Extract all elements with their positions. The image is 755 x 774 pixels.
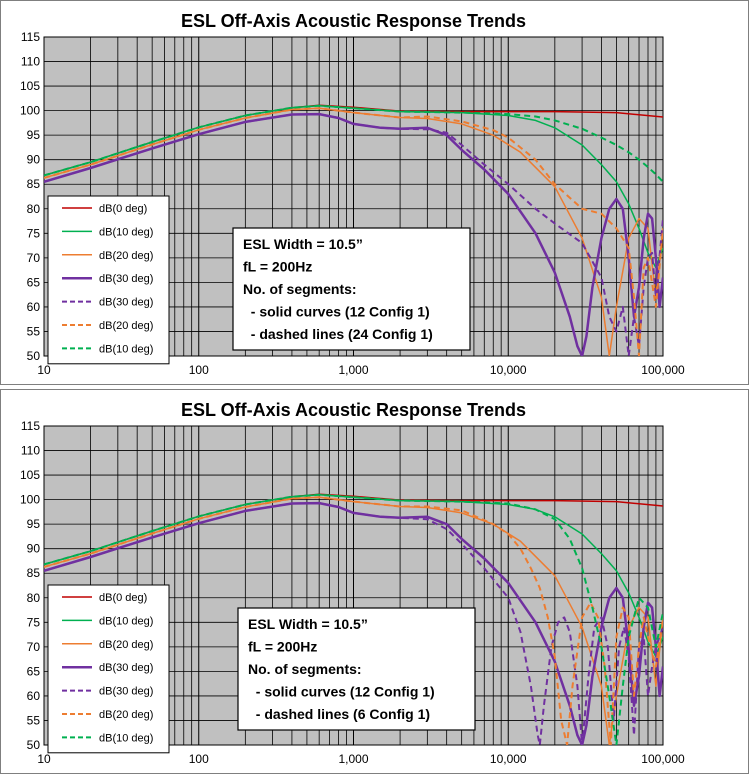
b1-legend-label-4: dB(30 deg) bbox=[99, 686, 153, 698]
b1-y-tick-label: 55 bbox=[27, 713, 41, 727]
b0-x-tick-label: 1,000 bbox=[338, 363, 368, 377]
chart-svg-bottom: ESL Off-Axis Acoustic Response Trends 50 5… bbox=[20, 400, 685, 766]
b1-x-tick-label: 100 bbox=[189, 752, 209, 766]
b0-series-line-3 bbox=[44, 112, 663, 356]
b0-x-tick-label: 100,000 bbox=[641, 363, 685, 377]
b0-y-tick-label: 50 bbox=[27, 349, 41, 363]
b1-series-line-3 bbox=[44, 501, 663, 745]
b0-y-tick-label: 85 bbox=[27, 177, 41, 191]
b1-y-tick-label: 105 bbox=[20, 468, 40, 482]
b1-annotation-box bbox=[237, 607, 476, 731]
b0-y-tick-label: 115 bbox=[21, 30, 40, 44]
b0-annotation-line-1: fL = 200Hz bbox=[243, 259, 312, 275]
b0-legend-label-0: dB(0 deg) bbox=[99, 203, 147, 215]
b1-y-tick-label: 60 bbox=[27, 689, 41, 703]
b0-series-line-6 bbox=[44, 104, 663, 183]
b0-y-tick-label: 95 bbox=[27, 128, 41, 142]
b0-y-tick-label: 90 bbox=[27, 153, 41, 167]
b0-legend-label-4: dB(30 deg) bbox=[99, 297, 153, 309]
chart-svg-top: ESL Off-Axis Acoustic Response Trends 50 5… bbox=[20, 11, 685, 377]
b0-x-tick-label: 10,000 bbox=[490, 363, 527, 377]
b1-y-tick-label: 75 bbox=[27, 615, 41, 629]
b1-legend: dB(0 deg) dB(10 deg) dB(20 deg) dB(30 deg) d… bbox=[47, 584, 170, 754]
b1-y-tick-label: 65 bbox=[27, 664, 41, 678]
b0-y-tick-label: 75 bbox=[27, 226, 41, 240]
b0-plot-border bbox=[43, 36, 664, 357]
b1-annotation-line-4: - dashed lines (6 Config 1) bbox=[248, 706, 430, 722]
b0-x-tick-label: 10 bbox=[37, 363, 51, 377]
b1-y-tick-label: 90 bbox=[27, 542, 41, 556]
b1-vertical-gridlines bbox=[43, 426, 657, 745]
b1-legend-label-5: dB(20 deg) bbox=[99, 709, 153, 721]
b1-legend-label-6: dB(10 deg) bbox=[99, 732, 153, 744]
b0-annotation-line-3: - solid curves (12 Config 1) bbox=[243, 304, 430, 320]
b0-legend-label-1: dB(10 deg) bbox=[99, 226, 153, 238]
b0-legend-label-6: dB(10 deg) bbox=[99, 343, 153, 355]
b1-series-group bbox=[44, 493, 663, 745]
b0-y-tick-label: 60 bbox=[27, 300, 41, 314]
b1-y-tick-label: 85 bbox=[27, 566, 41, 580]
b1-legend-label-0: dB(0 deg) bbox=[99, 592, 147, 604]
b0-annotation-box bbox=[232, 227, 471, 351]
b0-y-tick-label: 110 bbox=[21, 55, 40, 69]
b0-legend-box bbox=[47, 195, 170, 365]
b0-y-tick-label: 55 bbox=[27, 324, 41, 338]
b1-series-line-5 bbox=[44, 496, 663, 745]
b1-legend-box bbox=[47, 584, 170, 754]
b1-x-tick-label: 100,000 bbox=[641, 752, 685, 766]
b0-series-group bbox=[44, 104, 663, 356]
b1-series-line-6 bbox=[44, 493, 663, 745]
b1-annotation-line-0: ESL Width = 10.5” bbox=[248, 616, 368, 632]
b1-y-tick-label: 70 bbox=[27, 640, 41, 654]
b1-chart-title: ESL Off-Axis Acoustic Response Trends bbox=[181, 400, 526, 420]
b1-y-tick-label: 100 bbox=[20, 493, 40, 507]
b1-y-tick-label: 95 bbox=[27, 517, 41, 531]
b1-series-line-4 bbox=[44, 502, 663, 745]
b1-annotation-line-3: - solid curves (12 Config 1) bbox=[248, 684, 435, 700]
b0-annotation-line-4: - dashed lines (24 Config 1) bbox=[243, 326, 433, 342]
b0-x-tick-label: 100 bbox=[189, 363, 209, 377]
b0-legend-label-3: dB(30 deg) bbox=[99, 273, 153, 285]
b1-annotation: ESL Width = 10.5” fL = 200Hz No. of segmen… bbox=[237, 607, 476, 731]
b1-y-tick-label: 50 bbox=[27, 738, 41, 752]
b1-x-tick-label: 10 bbox=[37, 752, 51, 766]
b1-annotation-line-1: fL = 200Hz bbox=[248, 639, 317, 655]
b1-y-tick-label: 115 bbox=[21, 419, 40, 433]
b1-legend-label-2: dB(20 deg) bbox=[99, 639, 153, 651]
b0-y-tick-label: 80 bbox=[27, 202, 41, 216]
b1-plot-border bbox=[43, 425, 664, 746]
b0-annotation: ESL Width = 10.5” fL = 200Hz No. of segmen… bbox=[232, 227, 471, 351]
b1-y-tick-label: 110 bbox=[21, 444, 40, 458]
b1-legend-label-3: dB(30 deg) bbox=[99, 662, 153, 674]
chart-panel-bottom: ESL Off-Axis Acoustic Response Trends 50 5… bbox=[0, 389, 749, 774]
b0-legend-label-2: dB(20 deg) bbox=[99, 250, 153, 262]
b1-x-tick-label: 1,000 bbox=[338, 752, 368, 766]
b1-x-tick-label: 10,000 bbox=[490, 752, 527, 766]
b1-y-tick-label: 80 bbox=[27, 591, 41, 605]
chart-panel-top: ESL Off-Axis Acoustic Response Trends 50 5… bbox=[0, 0, 749, 385]
b1-legend-label-1: dB(10 deg) bbox=[99, 615, 153, 627]
b0-series-line-5 bbox=[44, 107, 663, 356]
b0-y-tick-label: 100 bbox=[20, 104, 40, 118]
b0-y-tick-label: 70 bbox=[27, 251, 41, 265]
b0-annotation-line-2: No. of segments: bbox=[243, 281, 357, 297]
b1-annotation-line-2: No. of segments: bbox=[248, 661, 362, 677]
b0-series-line-1 bbox=[44, 104, 663, 269]
b0-series-line-4 bbox=[44, 113, 663, 356]
b0-annotation-line-0: ESL Width = 10.5” bbox=[243, 236, 363, 252]
b0-y-tick-label: 65 bbox=[27, 275, 41, 289]
b0-legend: dB(0 deg) dB(10 deg) dB(20 deg) dB(30 deg) d… bbox=[47, 195, 170, 365]
b0-chart-title: ESL Off-Axis Acoustic Response Trends bbox=[181, 11, 526, 31]
b0-legend-label-5: dB(20 deg) bbox=[99, 320, 153, 332]
b0-y-tick-label: 105 bbox=[20, 79, 40, 93]
